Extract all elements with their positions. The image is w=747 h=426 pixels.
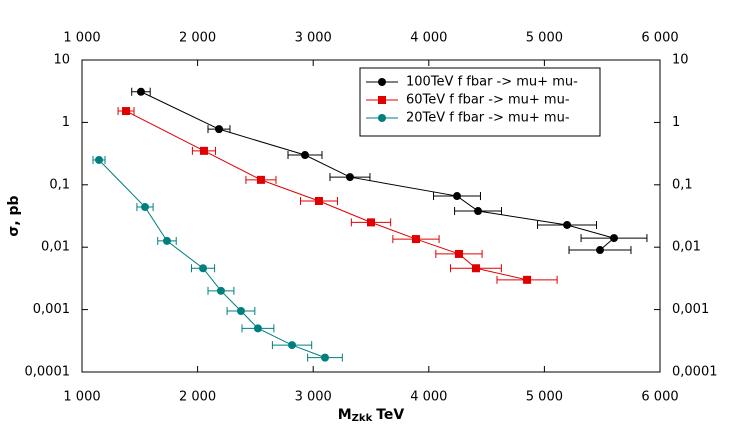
y-tick-label: 0,001 [33, 302, 70, 317]
marker [367, 218, 375, 227]
x-tick-label-top: 4 000 [410, 31, 447, 46]
x-axis-label: MZkk TeV [338, 407, 405, 424]
marker [378, 96, 386, 104]
legend-label: 60TeV f fbar -> mu+ mu- [406, 93, 570, 108]
x-tick-label-top: 1 000 [63, 31, 100, 46]
marker [141, 203, 150, 212]
x-label-unit: TeV [376, 407, 404, 423]
marker [214, 125, 223, 134]
marker [345, 173, 354, 182]
legend-label: 100TeV f fbar -> mu+ mu- [406, 75, 578, 90]
marker [474, 207, 483, 216]
marker [609, 234, 618, 243]
marker [216, 286, 225, 295]
y-tick-label-right: 10 [672, 53, 689, 68]
marker [378, 78, 386, 86]
marker [122, 107, 131, 116]
marker [162, 236, 171, 245]
x-label-main: M [338, 407, 352, 423]
marker [453, 192, 462, 201]
marker [523, 275, 532, 284]
plot-frame [81, 59, 661, 373]
x-tick-label: 5 000 [526, 390, 563, 405]
marker [378, 114, 386, 122]
y-tick-label: 0,01 [41, 240, 70, 255]
marker [320, 353, 329, 362]
x-tick-label-top: 5 000 [526, 31, 563, 46]
marker [256, 175, 265, 184]
marker [471, 264, 480, 273]
marker [454, 249, 463, 258]
x-tick-label: 6 000 [641, 390, 678, 405]
x-tick-label-top: 3 000 [295, 31, 332, 46]
x-tick-label: 2 000 [179, 390, 216, 405]
marker [199, 146, 208, 155]
marker [199, 264, 208, 273]
marker [596, 246, 605, 255]
marker [300, 151, 309, 160]
legend-label: 20TeV f fbar -> mu+ mu- [406, 111, 570, 126]
y-tick-label: 10 [53, 53, 70, 68]
marker [314, 197, 323, 206]
x-tick-label-top: 6 000 [641, 31, 678, 46]
marker [136, 87, 145, 96]
x-tick-label: 3 000 [295, 390, 332, 405]
x-tick-label: 1 000 [63, 390, 100, 405]
legend-box [359, 67, 601, 137]
marker [236, 306, 245, 315]
y-tick-label-right: 0,1 [672, 177, 693, 192]
x-tick-label: 4 000 [410, 390, 447, 405]
x-label-sub: Zkk [352, 413, 373, 424]
y-tick-label-right: 0,01 [672, 240, 701, 255]
marker [563, 220, 572, 229]
marker [253, 324, 262, 333]
y-tick-label: 0,0001 [25, 365, 71, 380]
marker [411, 235, 420, 244]
y-tick-label: 0,1 [49, 177, 70, 192]
y-tick-label: 1 [62, 115, 70, 130]
x-tick-label-top: 2 000 [179, 31, 216, 46]
y-axis-label: σ, pb [6, 195, 22, 236]
y-tick-label-right: 0,0001 [672, 365, 718, 380]
y-tick-label-right: 1 [672, 115, 680, 130]
marker [288, 341, 297, 350]
y-tick-label-right: 0,001 [672, 302, 709, 317]
marker [94, 155, 103, 164]
series-line [98, 159, 326, 359]
